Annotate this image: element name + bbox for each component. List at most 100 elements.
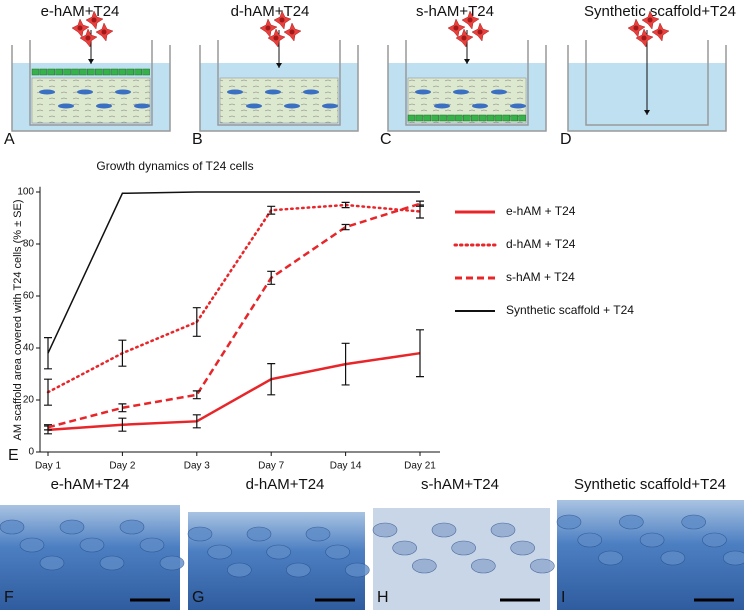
series-line bbox=[47, 191, 420, 354]
fibroblast bbox=[434, 103, 450, 109]
cell bbox=[0, 519, 25, 535]
error-bar bbox=[192, 307, 201, 337]
panel-title: d-hAM+T24 bbox=[246, 476, 325, 493]
arrow-head bbox=[464, 59, 470, 64]
fibroblast bbox=[303, 89, 319, 95]
epithelial-cell bbox=[118, 68, 127, 76]
cell bbox=[207, 544, 232, 560]
fibroblast bbox=[246, 103, 262, 109]
nucleus bbox=[265, 25, 271, 31]
fibroblast bbox=[58, 103, 74, 109]
nucleus bbox=[279, 17, 285, 23]
cell bbox=[619, 514, 644, 530]
fibroblast bbox=[284, 103, 300, 109]
panel-letter: E bbox=[8, 447, 19, 464]
fibroblast bbox=[472, 103, 488, 109]
panel-title: s-hAM+T24 bbox=[416, 3, 494, 20]
error-bar bbox=[267, 270, 276, 285]
epithelial-cell bbox=[455, 114, 463, 122]
epithelial-cell bbox=[478, 114, 487, 122]
well bbox=[199, 45, 359, 132]
panel-letter: C bbox=[380, 131, 392, 148]
cell bbox=[39, 555, 65, 571]
legend-label: Synthetic scaffold + T24 bbox=[506, 303, 634, 317]
nucleus bbox=[477, 29, 483, 35]
nucleus bbox=[641, 35, 647, 41]
cell bbox=[577, 532, 603, 548]
error-bar bbox=[267, 205, 276, 215]
error-bar bbox=[44, 424, 52, 431]
epithelial-cell bbox=[71, 68, 79, 76]
error-bar bbox=[341, 223, 350, 231]
cell bbox=[490, 522, 516, 538]
x-tick-label: Day 14 bbox=[330, 461, 362, 472]
epithelial-cell bbox=[134, 68, 142, 76]
fibroblast bbox=[39, 89, 55, 95]
insert bbox=[405, 40, 529, 126]
cell bbox=[305, 526, 331, 542]
fibroblast bbox=[96, 103, 112, 109]
nucleus bbox=[453, 25, 459, 31]
epithelial-cell bbox=[55, 68, 63, 76]
scaffold bbox=[219, 77, 339, 124]
error-bar-line bbox=[267, 363, 276, 396]
insert bbox=[217, 40, 341, 126]
error-bar bbox=[341, 342, 350, 386]
error-bar bbox=[341, 201, 350, 209]
nucleus bbox=[85, 35, 91, 41]
epithelial-cell bbox=[126, 68, 135, 76]
cell bbox=[392, 540, 417, 556]
error-bar-line bbox=[192, 414, 201, 429]
error-bar-line bbox=[341, 223, 350, 231]
cell bbox=[451, 540, 476, 556]
cell bbox=[372, 522, 398, 538]
error-bar-line bbox=[341, 201, 350, 209]
error-bar-line bbox=[118, 417, 127, 432]
error-bar bbox=[267, 363, 276, 396]
y-tick-label: 20 bbox=[23, 395, 35, 406]
error-bar-line bbox=[44, 424, 52, 431]
cell bbox=[510, 540, 535, 556]
panel-letter: D bbox=[560, 131, 572, 148]
cell bbox=[227, 562, 252, 578]
epithelial-cell bbox=[518, 114, 526, 122]
epithelial-cell bbox=[63, 68, 71, 76]
error-bar bbox=[192, 390, 201, 400]
y-tick-label: 0 bbox=[28, 447, 34, 458]
insert bbox=[585, 40, 709, 126]
nucleus bbox=[633, 25, 639, 31]
arrow-head bbox=[88, 59, 94, 64]
panel-title: e-hAM+T24 bbox=[51, 476, 130, 493]
fibroblast bbox=[115, 89, 131, 95]
insert bbox=[29, 40, 153, 126]
nucleus bbox=[91, 17, 97, 23]
error-bar bbox=[44, 378, 52, 406]
arrow-head bbox=[644, 110, 650, 115]
panel-letter: I bbox=[561, 589, 565, 606]
cell bbox=[722, 550, 744, 566]
epithelial-cell bbox=[510, 114, 518, 122]
nucleus bbox=[101, 29, 107, 35]
error-bar bbox=[118, 403, 127, 413]
error-bar-line bbox=[192, 307, 201, 337]
cell bbox=[79, 537, 105, 553]
epithelial-cell bbox=[447, 114, 455, 122]
fibroblast bbox=[322, 103, 338, 109]
legend-label: d-hAM + T24 bbox=[506, 237, 576, 251]
micrograph bbox=[557, 500, 744, 610]
cell bbox=[702, 532, 727, 548]
cell bbox=[266, 544, 291, 560]
error-bar-line bbox=[44, 378, 52, 406]
epithelial-cell bbox=[494, 114, 503, 122]
epithelial-cell bbox=[110, 68, 119, 76]
cell bbox=[246, 526, 272, 542]
fibroblast bbox=[415, 89, 431, 95]
cell bbox=[471, 558, 496, 574]
fibroblast bbox=[491, 89, 507, 95]
cell bbox=[345, 562, 370, 578]
x-tick-label: Day 2 bbox=[109, 461, 136, 472]
panel-title: Synthetic scaffold+T24 bbox=[574, 476, 726, 493]
epithelial-cell bbox=[502, 114, 511, 122]
x-tick-label: Day 7 bbox=[258, 461, 285, 472]
